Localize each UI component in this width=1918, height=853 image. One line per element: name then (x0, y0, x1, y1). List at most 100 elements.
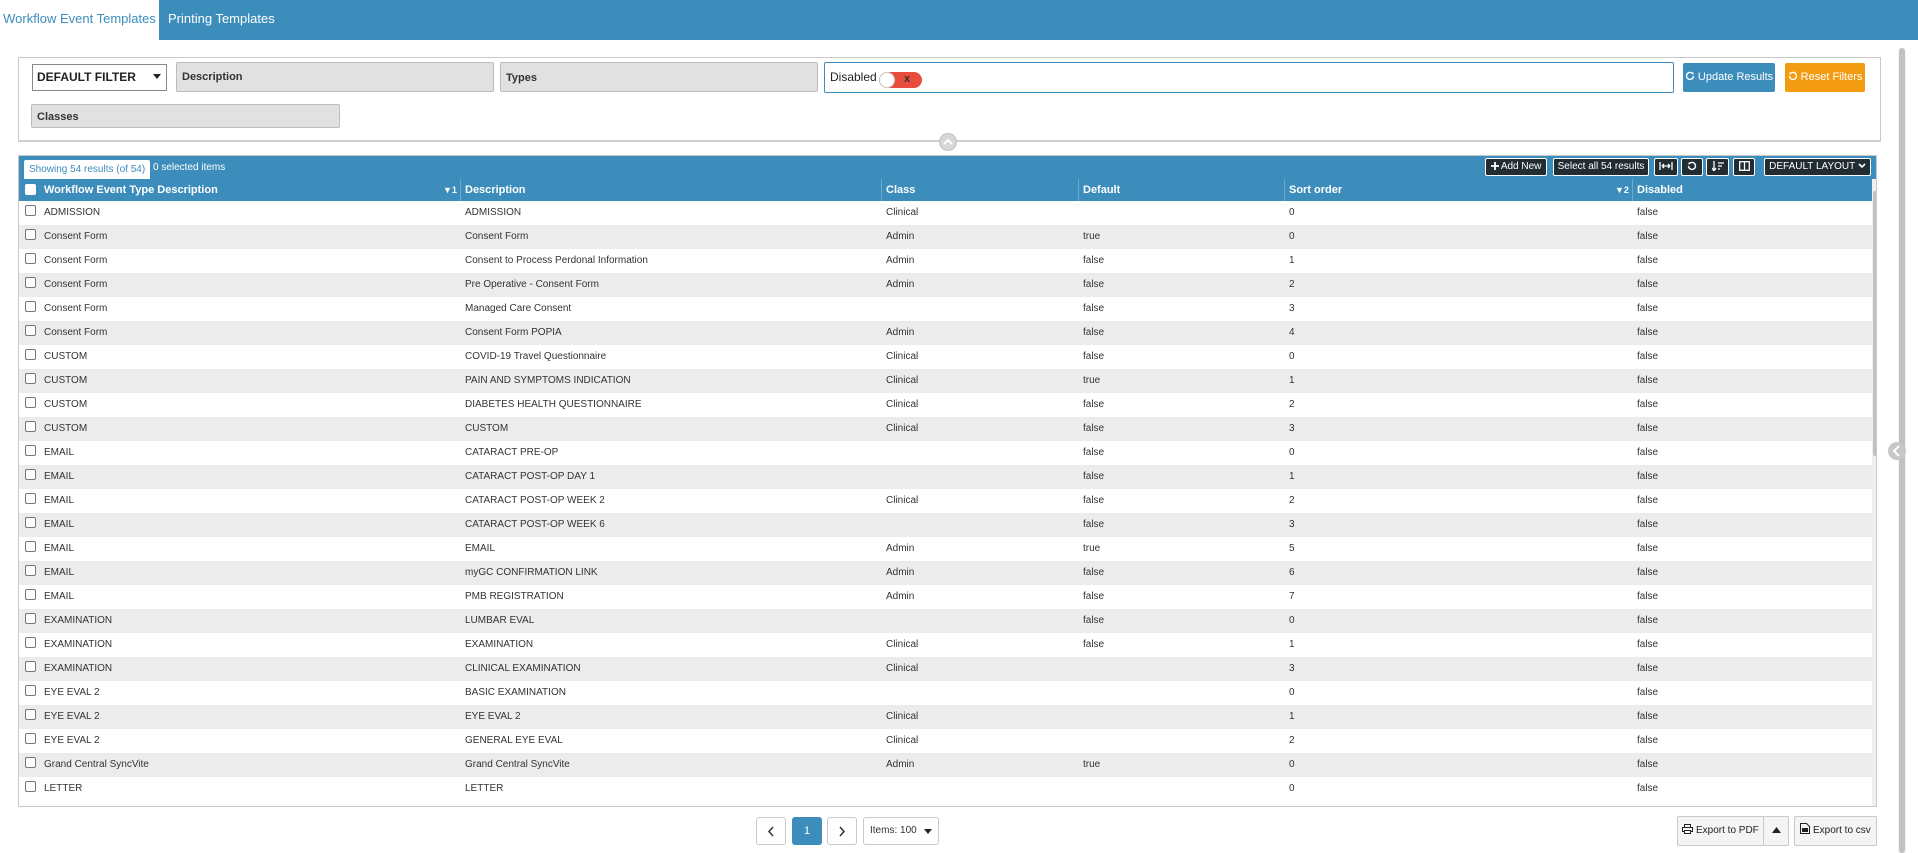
reset-filters-button[interactable]: Reset Filters (1785, 63, 1865, 92)
select-all-checkbox[interactable] (25, 184, 36, 195)
row-checkbox[interactable] (25, 229, 36, 240)
column-header-disabled[interactable]: Disabled (1633, 179, 1872, 201)
table-row[interactable]: CUSTOM PAIN AND SYMPTOMS INDICATION Clinic… (19, 369, 1872, 393)
table-row[interactable]: Consent Form Consent Form Admin true 0 false (19, 225, 1872, 249)
table-row[interactable]: Consent Form Managed Care Consent false 3 fa… (19, 297, 1872, 321)
chevron-up-icon (943, 138, 953, 145)
cell-sort-order: 1 (1289, 711, 1295, 722)
column-header-class[interactable]: Class (882, 179, 1079, 201)
cell-description: PAIN AND SYMPTOMS INDICATION (465, 375, 631, 386)
table-row[interactable]: CUSTOM DIABETES HEALTH QUESTIONNAIRE Clini… (19, 393, 1872, 417)
export-csv-button[interactable]: Export to csv (1794, 816, 1877, 846)
collapse-filters-button[interactable] (939, 133, 957, 151)
column-header-sort-order[interactable]: Sort order ▼2 (1285, 179, 1633, 201)
table-row[interactable]: ADMISSION ADMISSION Clinical 0 false (19, 201, 1872, 225)
row-checkbox[interactable] (25, 397, 36, 408)
row-checkbox[interactable] (25, 349, 36, 360)
table-row[interactable]: EMAIL CATARACT PRE-OP false 0 false (19, 441, 1872, 465)
layout-dropdown[interactable]: DEFAULT LAYOUT (1764, 158, 1871, 176)
row-checkbox[interactable] (25, 301, 36, 312)
row-checkbox[interactable] (25, 661, 36, 672)
select-all-button[interactable]: Select all 54 results (1553, 158, 1649, 176)
row-checkbox[interactable] (25, 517, 36, 528)
table-row[interactable]: Grand Central SyncVite Grand Central Sync… (19, 753, 1872, 777)
table-row[interactable]: EYE EVAL 2 EYE EVAL 2 Clinical 1 false (19, 705, 1872, 729)
side-panel-toggle[interactable] (1888, 442, 1906, 460)
column-header-description[interactable]: Description (461, 179, 882, 201)
page-1-button[interactable]: 1 (792, 817, 822, 845)
row-checkbox[interactable] (25, 277, 36, 288)
table-row[interactable]: EYE EVAL 2 GENERAL EYE EVAL Clinical 2 false (19, 729, 1872, 753)
fit-columns-button[interactable] (1654, 158, 1678, 176)
table-row[interactable]: Consent Form Consent to Process Perdonal … (19, 249, 1872, 273)
reset-layout-button[interactable] (1681, 158, 1703, 176)
previous-page-button[interactable] (756, 817, 786, 845)
row-checkbox[interactable] (25, 253, 36, 264)
row-checkbox[interactable] (25, 757, 36, 768)
table-row[interactable]: EXAMINATION EXAMINATION Clinical false 1 fals… (19, 633, 1872, 657)
table-row[interactable]: EXAMINATION CLINICAL EXAMINATION Clinical 3… (19, 657, 1872, 681)
row-checkbox[interactable] (25, 709, 36, 720)
cell-disabled: false (1637, 399, 1659, 410)
classes-filter[interactable]: Classes (31, 104, 340, 128)
row-checkbox[interactable] (25, 421, 36, 432)
table-row[interactable]: EMAIL CATARACT POST-OP DAY 1 false 1 false (19, 465, 1872, 489)
disabled-toggle[interactable]: x (879, 72, 922, 88)
column-header-default[interactable]: Default (1079, 179, 1285, 201)
add-new-button[interactable]: Add New (1485, 158, 1547, 176)
table-row[interactable]: Consent Form Consent Form POPIA Admin false… (19, 321, 1872, 345)
row-checkbox[interactable] (25, 781, 36, 792)
table-row[interactable]: EYE EVAL 2 BASIC EXAMINATION 0 false (19, 681, 1872, 705)
table-row[interactable]: EMAIL CATARACT POST-OP WEEK 2 Clinical fals… (19, 489, 1872, 513)
row-checkbox[interactable] (25, 325, 36, 336)
row-checkbox[interactable] (25, 205, 36, 216)
row-checkbox[interactable] (25, 469, 36, 480)
description-filter[interactable]: Description (176, 62, 494, 92)
row-checkbox[interactable] (25, 685, 36, 696)
sort-button[interactable] (1706, 158, 1729, 176)
row-checkbox[interactable] (25, 541, 36, 552)
row-checkbox[interactable] (25, 445, 36, 456)
update-results-button[interactable]: Update Results (1683, 63, 1775, 92)
tab-printing-templates[interactable]: Printing Templates (168, 11, 275, 26)
cell-disabled: false (1637, 327, 1659, 338)
table-row[interactable]: Consent Form Pre Operative - Consent Form… (19, 273, 1872, 297)
column-chooser-button[interactable] (1733, 158, 1755, 176)
export-options-toggle[interactable] (1763, 816, 1789, 846)
table-row[interactable]: CUSTOM COVID-19 Travel Questionnaire Clini… (19, 345, 1872, 369)
export-pdf-button[interactable]: Export to PDF (1677, 816, 1764, 846)
cell-default: true (1083, 543, 1101, 554)
tab-workflow-event-templates[interactable]: Workflow Event Templates (0, 0, 159, 40)
column-header-event-type[interactable]: Workflow Event Type Description ▼1 (40, 179, 461, 201)
table-row[interactable]: LETTER LETTER 0 false (19, 777, 1872, 801)
types-filter[interactable]: Types (500, 62, 818, 92)
row-checkbox[interactable] (25, 637, 36, 648)
next-page-button[interactable] (827, 817, 857, 845)
cell-sort-order: 1 (1289, 375, 1295, 386)
grid-scrollbar-thumb[interactable] (1873, 191, 1876, 456)
items-per-page-select[interactable]: Items: 100 (863, 817, 939, 845)
row-checkbox[interactable] (25, 373, 36, 384)
table-row[interactable]: EXAMINATION LUMBAR EVAL false 0 false (19, 609, 1872, 633)
table-row[interactable]: EMAIL PMB REGISTRATION Admin false 7 false (19, 585, 1872, 609)
cell-sort-order: 0 (1289, 687, 1295, 698)
row-checkbox[interactable] (25, 493, 36, 504)
table-row[interactable]: CUSTOM CUSTOM Clinical false 3 false (19, 417, 1872, 441)
table-row[interactable]: EMAIL myGC CONFIRMATION LINK Admin false 6 fa… (19, 561, 1872, 585)
cell-sort-order: 5 (1289, 543, 1295, 554)
table-row[interactable]: EMAIL EMAIL Admin true 5 false (19, 537, 1872, 561)
cell-sort-order: 3 (1289, 519, 1295, 530)
update-results-label: Update Results (1697, 71, 1774, 83)
chevron-down-icon (924, 829, 932, 834)
grid-scrollbar[interactable] (1872, 179, 1876, 806)
row-checkbox[interactable] (25, 733, 36, 744)
row-checkbox[interactable] (25, 565, 36, 576)
cell-description: ADMISSION (465, 207, 522, 218)
default-filter-select[interactable]: DEFAULT FILTER (32, 64, 167, 91)
row-checkbox[interactable] (25, 589, 36, 600)
table-row[interactable]: EMAIL CATARACT POST-OP WEEK 6 false 3 false (19, 513, 1872, 537)
print-icon (1682, 824, 1694, 834)
row-checkbox[interactable] (25, 613, 36, 624)
cell-default: false (1083, 399, 1105, 410)
cell-sort-order: 0 (1289, 351, 1295, 362)
